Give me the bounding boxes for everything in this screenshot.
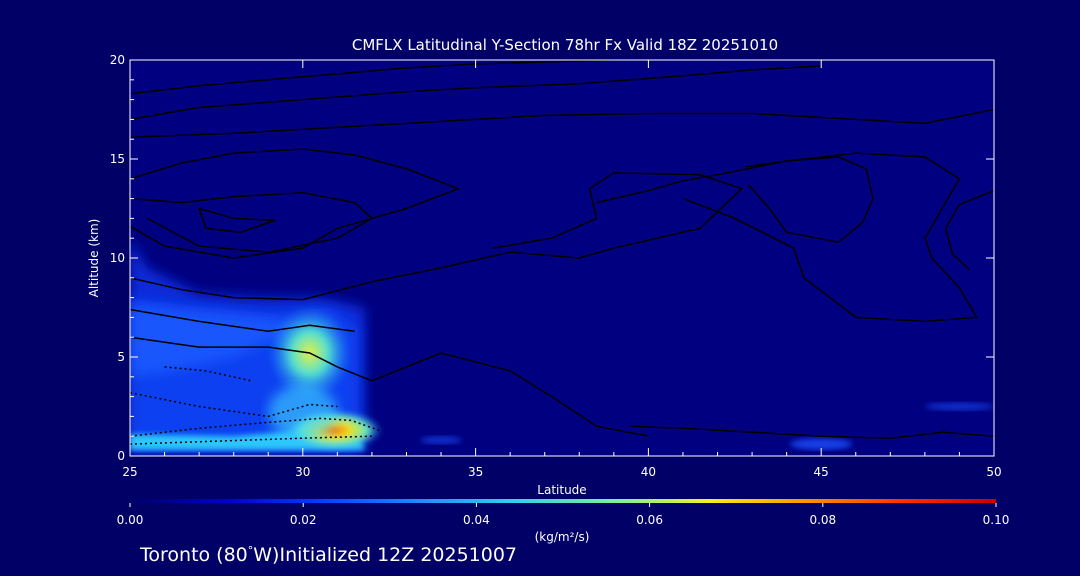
colorbar-tick-label: 0.02 <box>290 513 317 527</box>
contour-line <box>130 65 822 121</box>
contour-line <box>745 156 874 244</box>
x-axis: 25 30 35 40 45 50 <box>122 60 1002 479</box>
field-region-upper <box>130 305 303 377</box>
y-axis-label: Altitude (km) <box>87 219 101 298</box>
x-tick-label: 25 <box>122 465 137 479</box>
x-axis-label: Latitude <box>537 483 586 497</box>
colorbar-unit: (kg/m²/s) <box>535 530 590 544</box>
footer-degree-mark: ° <box>248 544 254 557</box>
colorbar-tick-label: 0.10 <box>983 513 1010 527</box>
x-tick-label: 45 <box>814 465 829 479</box>
contour-line <box>130 172 744 301</box>
y-tick-label: 5 <box>117 350 125 364</box>
colorbar-tick-label: 0.08 <box>809 513 836 527</box>
contour-line <box>198 207 276 234</box>
colorbar-tick-label: 0.00 <box>117 513 144 527</box>
colorbar-strip <box>130 499 996 503</box>
contour-line <box>130 336 649 437</box>
colorbar-ticks: 0.00 0.02 0.04 0.06 0.08 0.10 <box>117 503 1010 527</box>
init-footer: Toronto (80°W)Initialized 12Z 20251007 <box>139 544 517 566</box>
x-tick-label: 50 <box>986 465 1001 479</box>
field-blob-49 <box>924 402 994 411</box>
contour-line <box>130 308 355 333</box>
contour-line <box>631 425 994 439</box>
x-tick-label: 35 <box>468 465 483 479</box>
contour-dashed <box>164 366 252 382</box>
contour-line <box>130 148 461 259</box>
contour-line <box>130 191 374 253</box>
field-core-low <box>268 384 338 441</box>
field-blob-45 <box>790 438 853 451</box>
x-tick-label: 30 <box>295 465 310 479</box>
colorbar-tick-label: 0.06 <box>636 513 663 527</box>
contour-line <box>944 190 994 271</box>
y-axis: 0 5 10 15 20 <box>110 53 994 463</box>
plot-area <box>130 60 994 456</box>
contour-line <box>130 60 614 95</box>
contour-lines <box>130 60 994 445</box>
y-tick-label: 0 <box>117 449 125 463</box>
footer-location-suffix: W)Initialized 12Z 20251007 <box>253 544 517 566</box>
y-tick-label: 20 <box>110 53 125 67</box>
contour-line <box>596 152 978 323</box>
contour-line <box>130 108 994 138</box>
y-tick-label: 10 <box>110 251 125 265</box>
contour-dashed <box>130 391 338 418</box>
field-blob-34 <box>420 436 462 445</box>
footer-location-prefix: Toronto (80 <box>139 544 248 566</box>
colorbar-tick-label: 0.04 <box>463 513 490 527</box>
chart-title: CMFLX Latitudinal Y-Section 78hr Fx Vali… <box>352 36 778 54</box>
colorbar: 0.00 0.02 0.04 0.06 0.08 0.10 (kg/m²/s) <box>117 499 1010 544</box>
x-tick-label: 40 <box>641 465 656 479</box>
y-tick-label: 15 <box>110 152 125 166</box>
